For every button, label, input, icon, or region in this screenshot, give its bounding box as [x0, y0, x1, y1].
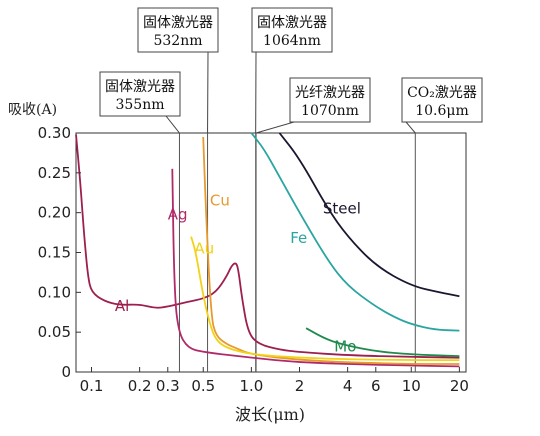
laser-callout-box — [251, 7, 333, 53]
series-label-au: Au — [194, 240, 214, 258]
laser-callout-pointer — [165, 115, 180, 134]
x-tick-label: 1.0 — [239, 377, 263, 395]
y-tick-label: 0 — [61, 363, 71, 381]
x-axis-label: 波长(μm) — [235, 405, 305, 424]
x-tick-label: 4 — [343, 377, 353, 395]
x-tick-label: 0.2 — [128, 377, 152, 395]
series-label-mo: Mo — [334, 338, 356, 356]
y-tick-label: 0.20 — [38, 204, 71, 222]
y-tick-label: 0.10 — [38, 283, 71, 301]
laser-callout-box — [137, 7, 219, 53]
axes: 吸收(A) 波长(μm) 0 0.05 0.10 0.15 0.20 0.25 0.30 0.… — [8, 102, 469, 424]
series-line-steel — [278, 132, 460, 298]
x-tick-label: 0.5 — [191, 377, 215, 395]
y-axis-label: 吸收(A) — [8, 102, 57, 118]
series-label-al: Al — [115, 297, 129, 315]
x-tick-label: 10 — [402, 377, 421, 395]
y-tick-label: 0.25 — [38, 164, 71, 182]
laser-name: 光纤激光器 — [295, 84, 365, 101]
x-tick-label: 2 — [295, 377, 305, 395]
x-tick-label: 0.1 — [80, 377, 104, 395]
x-tick-label: 0.3 — [156, 377, 180, 395]
laser-callout-pointer — [405, 121, 416, 134]
laser-name: 固体激光器 — [105, 78, 175, 95]
series-label-steel: Steel — [323, 200, 361, 218]
laser-wavelength: 355nm — [115, 97, 164, 113]
series-label-ag: Ag — [168, 205, 188, 223]
series-line-mo — [305, 327, 460, 357]
series-line-al — [75, 134, 460, 359]
series-lines — [75, 132, 460, 368]
series-labels: Al Ag Cu Au Fe Steel Mo — [115, 192, 361, 356]
laser-wavelength: 1070nm — [301, 103, 359, 119]
laser-callout-box — [289, 77, 371, 123]
y-tick-label: 0.30 — [38, 124, 71, 142]
x-tick-label: 20 — [450, 377, 469, 395]
y-tick-label: 0.05 — [38, 323, 71, 341]
series-label-fe: Fe — [290, 229, 307, 247]
laser-wavelength: 532nm — [153, 33, 202, 49]
series-line-fe — [250, 132, 460, 332]
laser-name: CO₂激光器 — [407, 84, 477, 101]
x-tick-label: 6 — [371, 377, 381, 395]
laser-wavelength: 1064nm — [263, 33, 321, 49]
laser-callout-pointer — [255, 121, 295, 134]
series-label-cu: Cu — [210, 192, 230, 210]
laser-wavelength-markers: 固体激光器 355nm 固体激光器 532nm 固体激光器 1064nm 光纤激光器 1070… — [99, 7, 483, 372]
series-line-au — [190, 236, 460, 361]
series-line-cu — [202, 136, 460, 365]
laser-name: 固体激光器 — [143, 14, 213, 31]
series-line-ag — [171, 168, 460, 368]
y-tick-label: 0.15 — [38, 244, 71, 262]
plot-frame — [75, 132, 467, 373]
plot-border — [75, 132, 467, 373]
laser-callout-box — [99, 71, 181, 117]
laser-name: 固体激光器 — [257, 14, 327, 31]
laser-wavelength: 10.6μm — [415, 103, 469, 119]
laser-callout-box — [401, 77, 483, 123]
